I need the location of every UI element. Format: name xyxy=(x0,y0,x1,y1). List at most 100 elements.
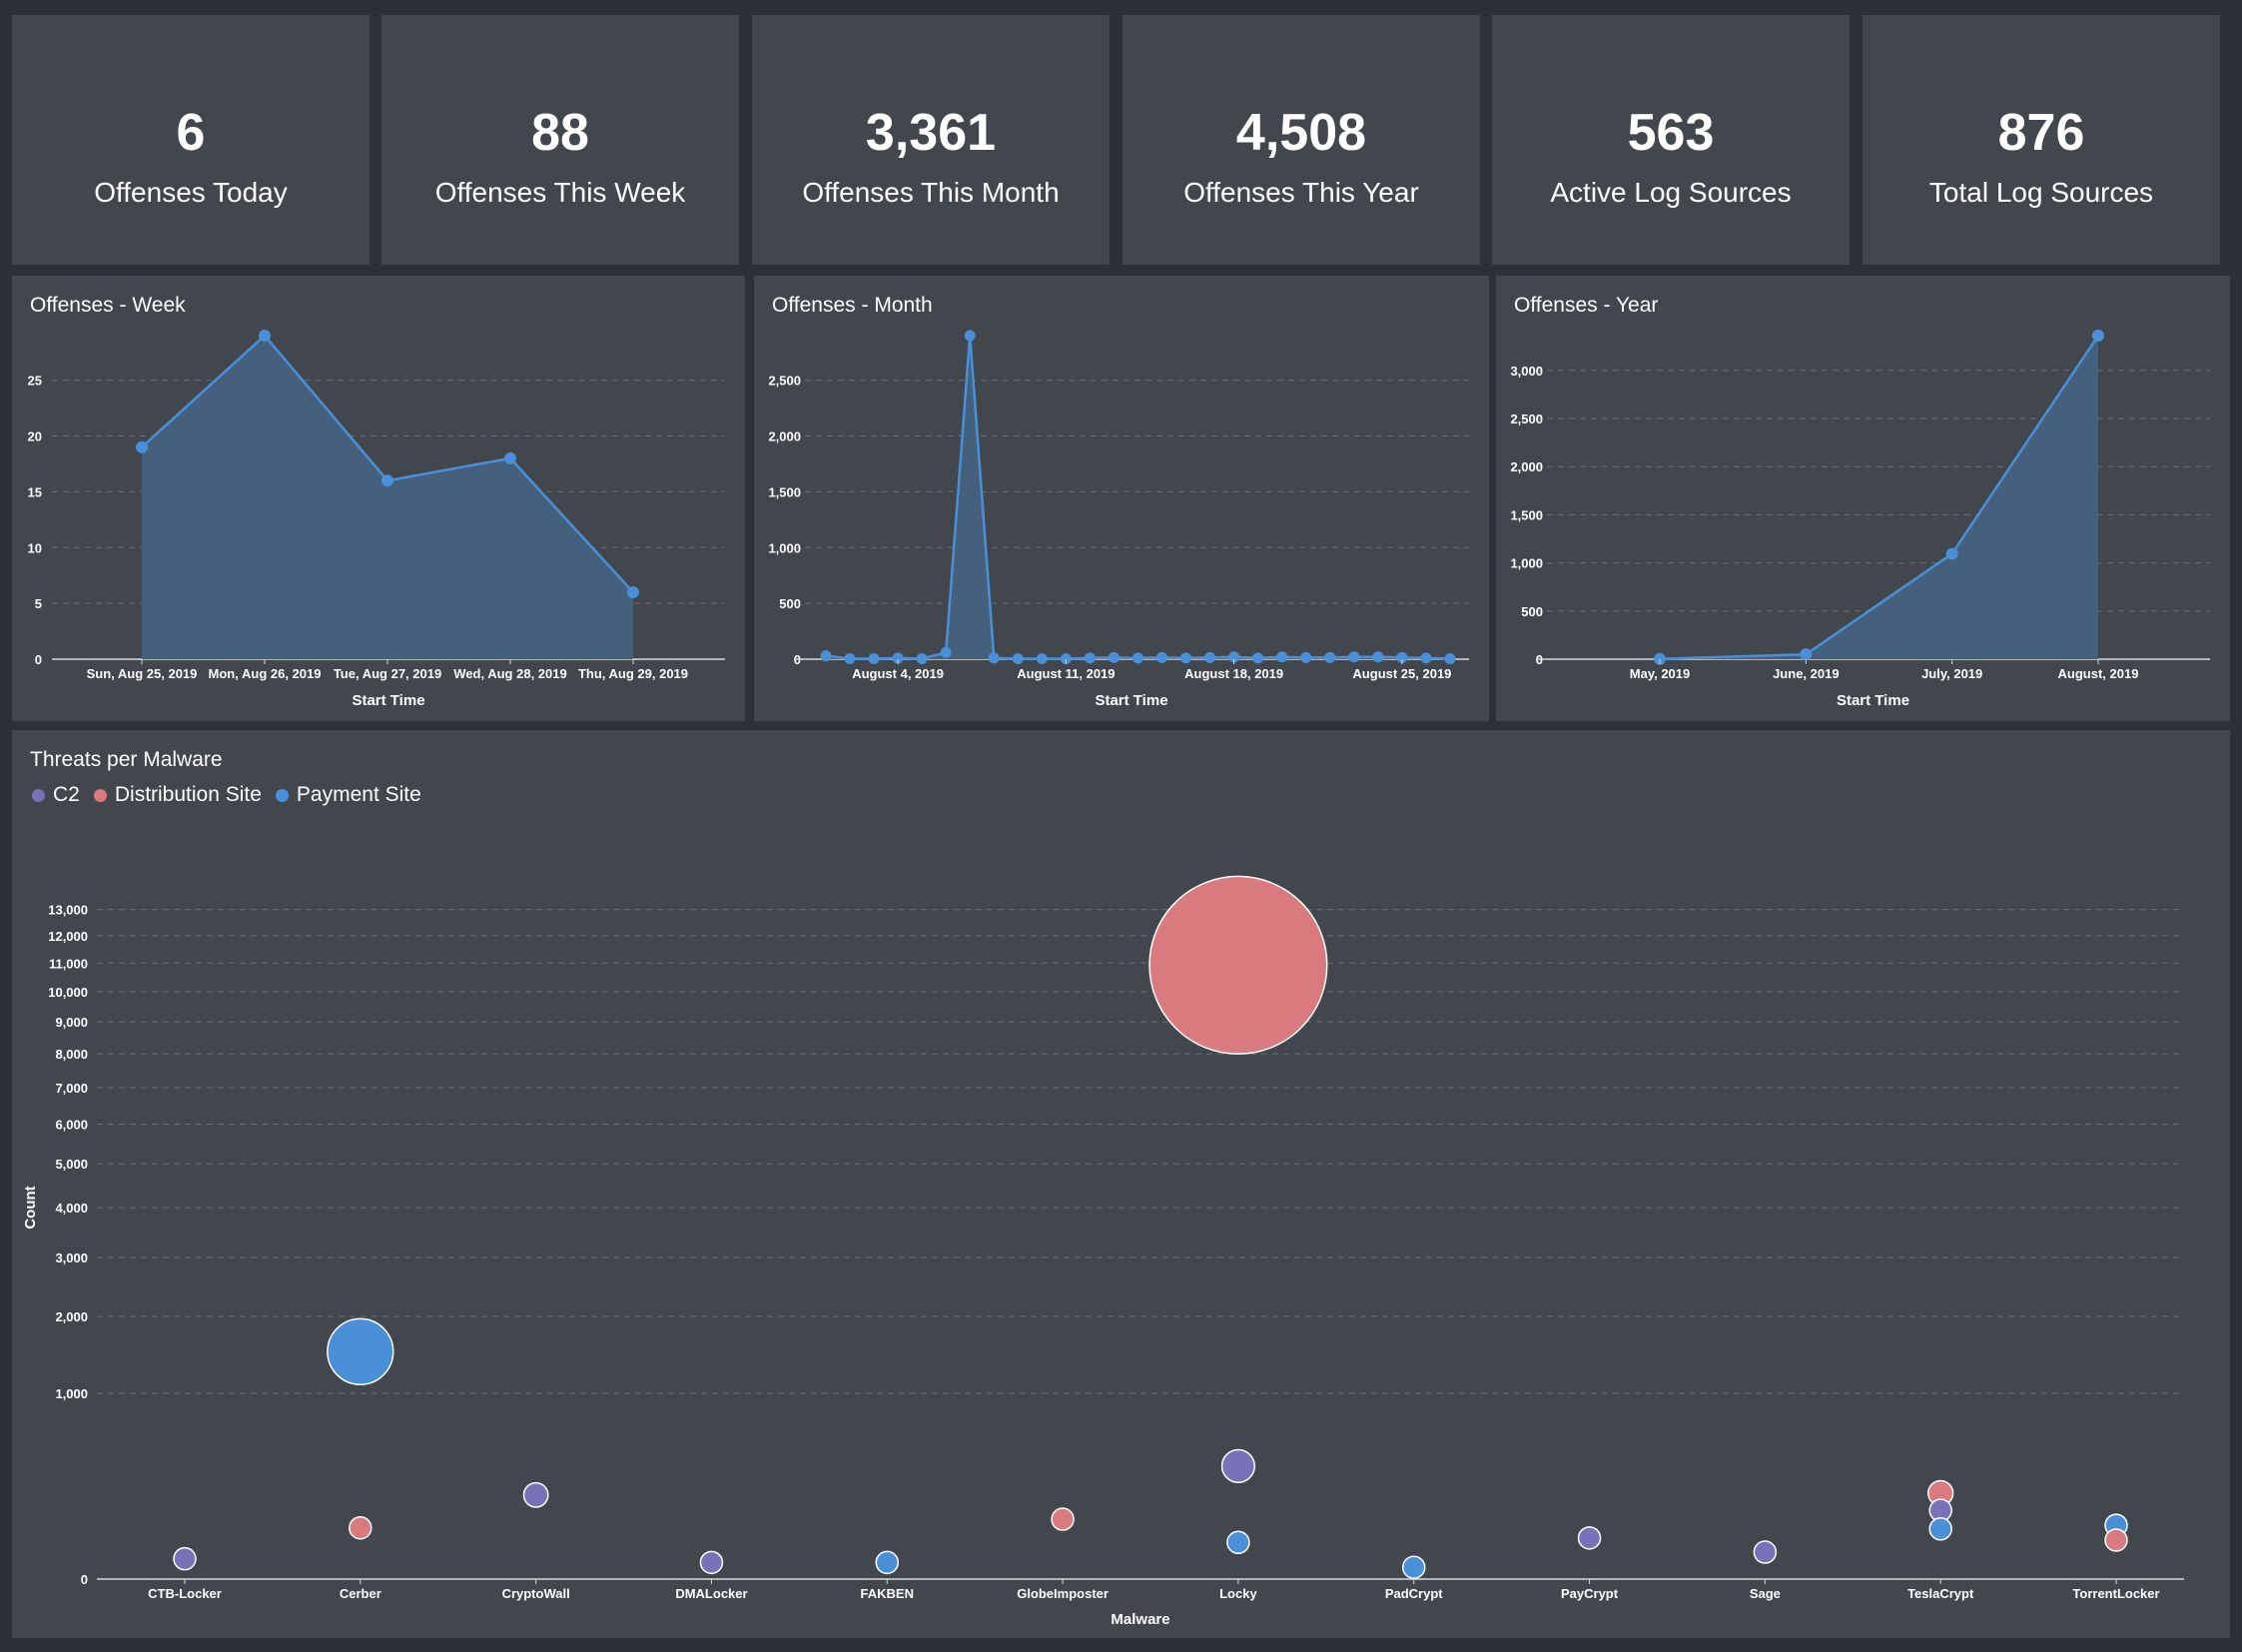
data-point xyxy=(1324,651,1336,663)
x-tick-label: May, 2019 xyxy=(1630,666,1690,681)
offenses-year-panel: Offenses - Year 05001,0001,5002,0002,500… xyxy=(1496,276,2230,721)
x-tick-label: FAKBEN xyxy=(861,1586,914,1601)
data-point xyxy=(1420,652,1432,664)
bubble xyxy=(875,1550,900,1575)
kpi-value: 4,508 xyxy=(1235,104,1367,162)
threats-per-malware-panel: Threats per Malware C2 Distribution Site… xyxy=(12,730,2230,1638)
kpi-value: 876 xyxy=(1997,104,2085,162)
bubble xyxy=(1401,1555,1426,1579)
y-tick-label: 1,000 xyxy=(768,540,801,555)
y-tick-label: 11,000 xyxy=(49,956,88,971)
data-point xyxy=(504,451,516,464)
legend-dot-icon xyxy=(93,788,107,802)
data-point xyxy=(892,652,904,664)
x-tick-label: DMALocker xyxy=(675,1586,747,1601)
kpi-value: 88 xyxy=(531,104,589,162)
data-point xyxy=(988,652,1000,664)
y-tick-label: 12,000 xyxy=(48,929,88,944)
data-point xyxy=(627,585,639,598)
x-tick-label: Sun, Aug 25, 2019 xyxy=(87,666,198,681)
y-tick-label: 20 xyxy=(28,429,42,444)
x-axis-title: Start Time xyxy=(1095,692,1167,709)
y-tick-label: 1,500 xyxy=(1510,507,1543,522)
y-tick-label: 10 xyxy=(28,540,42,555)
y-axis-title: Count xyxy=(22,1186,39,1229)
y-tick-label: 1,000 xyxy=(55,1386,88,1401)
bubble xyxy=(1577,1526,1602,1550)
kpi-value: 6 xyxy=(176,104,206,162)
y-tick-label: 2,000 xyxy=(1510,459,1543,474)
data-point xyxy=(1252,652,1264,664)
kpi-tile-total-log-sources: 876 Total Log Sources xyxy=(1863,15,2220,265)
x-tick-label: Sage xyxy=(1750,1586,1781,1601)
y-tick-label: 1,000 xyxy=(1510,556,1543,571)
kpi-tile-active-log-sources: 563 Active Log Sources xyxy=(1492,15,1850,265)
panel-title: Offenses - Month xyxy=(772,294,933,317)
y-tick-label: 2,000 xyxy=(55,1309,88,1324)
data-point xyxy=(964,330,976,342)
bubble xyxy=(1928,1517,1952,1541)
kpi-label: Offenses This Week xyxy=(434,177,686,208)
bubble xyxy=(173,1546,197,1571)
legend-item-payment-site[interactable]: Payment Site xyxy=(275,783,421,807)
y-tick-label: 2,500 xyxy=(768,374,801,389)
panel-title: Offenses - Week xyxy=(30,294,186,317)
data-point xyxy=(916,652,928,664)
data-point xyxy=(2092,330,2104,342)
kpi-value: 3,361 xyxy=(865,104,997,162)
y-tick-label: 6,000 xyxy=(55,1118,88,1133)
legend-item-c2[interactable]: C2 xyxy=(32,783,80,807)
data-point xyxy=(136,440,148,453)
data-point xyxy=(1396,651,1408,663)
data-point xyxy=(1372,651,1384,663)
y-tick-label: 5,000 xyxy=(55,1157,88,1172)
y-tick-label: 25 xyxy=(28,374,42,389)
x-tick-label: Wed, Aug 28, 2019 xyxy=(453,666,566,681)
data-point xyxy=(1180,652,1192,664)
data-point xyxy=(1654,652,1666,665)
kpi-label: Active Log Sources xyxy=(1550,177,1792,208)
legend-label: C2 xyxy=(53,783,80,806)
kpi-tile-offenses-year: 4,508 Offenses This Year xyxy=(1122,15,1480,265)
y-tick-label: 3,000 xyxy=(1510,364,1543,379)
chart-legend: C2 Distribution Site Payment Site xyxy=(32,783,435,807)
y-tick-label: 15 xyxy=(28,484,42,499)
data-point xyxy=(1348,651,1360,663)
series-area xyxy=(826,336,1450,659)
data-point xyxy=(1300,651,1312,663)
kpi-label: Offenses This Month xyxy=(802,177,1060,208)
bubble xyxy=(327,1317,394,1385)
data-point xyxy=(1060,652,1072,664)
x-tick-label: PayCrypt xyxy=(1561,1586,1619,1601)
bubble xyxy=(1753,1540,1778,1564)
x-tick-label: August 4, 2019 xyxy=(852,666,944,681)
y-tick-label: 5 xyxy=(35,596,42,611)
kpi-tile-offenses-month: 3,361 Offenses This Month xyxy=(752,15,1110,265)
legend-item-distribution-site[interactable]: Distribution Site xyxy=(93,783,262,807)
threats-bubble-chart: 0 1,000 2,000 3,000 4,000 5,000 6,000 7,000 8,00… xyxy=(22,875,2184,1628)
x-axis-title: Start Time xyxy=(352,692,424,709)
data-point xyxy=(868,652,880,664)
series-area xyxy=(142,336,633,659)
series-line xyxy=(825,334,1451,660)
data-point xyxy=(1132,652,1143,664)
y-tick-label: 0 xyxy=(35,652,42,667)
x-tick-label: GlobeImposter xyxy=(1017,1586,1109,1601)
x-tick-label: June, 2019 xyxy=(1773,666,1840,681)
data-point xyxy=(1204,651,1216,663)
offenses-month-panel: Offenses - Month 05001,0001,5002,0002,50… xyxy=(754,276,1489,721)
x-tick-label: August 18, 2019 xyxy=(1184,666,1283,681)
y-tick-label: 10,000 xyxy=(48,985,88,1000)
y-tick-label: 7,000 xyxy=(55,1081,88,1096)
x-tick-label: CryptoWall xyxy=(502,1586,570,1601)
data-point xyxy=(259,330,271,342)
bubble xyxy=(1051,1507,1075,1531)
x-axis-title: Start Time xyxy=(1837,692,1909,709)
data-point xyxy=(1945,547,1958,560)
data-point xyxy=(940,646,952,658)
kpi-label: Offenses Today xyxy=(94,177,288,208)
kpi-tile-offenses-week: 88 Offenses This Week xyxy=(381,15,739,265)
bubble xyxy=(522,1481,549,1508)
